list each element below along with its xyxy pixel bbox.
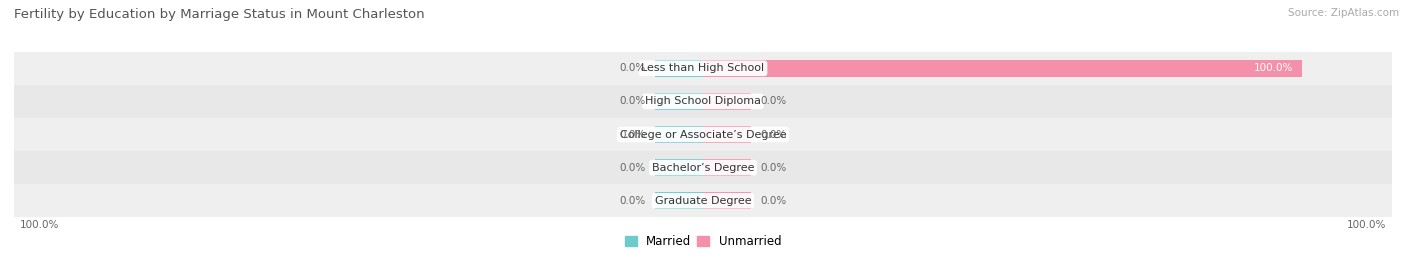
Bar bbox=[14, 151, 1392, 184]
Bar bbox=[703, 192, 751, 209]
Text: 0.0%: 0.0% bbox=[620, 162, 647, 173]
Bar bbox=[655, 126, 703, 143]
Bar bbox=[703, 93, 751, 110]
Text: Source: ZipAtlas.com: Source: ZipAtlas.com bbox=[1288, 8, 1399, 18]
Text: High School Diploma: High School Diploma bbox=[645, 96, 761, 107]
Bar bbox=[655, 159, 703, 176]
Text: Less than High School: Less than High School bbox=[641, 63, 765, 73]
Bar bbox=[655, 93, 703, 110]
Bar bbox=[703, 126, 751, 143]
Text: 0.0%: 0.0% bbox=[759, 162, 786, 173]
Bar bbox=[703, 60, 1302, 77]
Text: 0.0%: 0.0% bbox=[620, 63, 647, 73]
Bar bbox=[14, 85, 1392, 118]
Bar bbox=[14, 52, 1392, 85]
Text: College or Associate’s Degree: College or Associate’s Degree bbox=[620, 129, 786, 140]
Text: Fertility by Education by Marriage Status in Mount Charleston: Fertility by Education by Marriage Statu… bbox=[14, 8, 425, 21]
Bar bbox=[655, 60, 703, 77]
Text: 0.0%: 0.0% bbox=[620, 96, 647, 107]
Bar bbox=[655, 192, 703, 209]
Text: 100.0%: 100.0% bbox=[1347, 220, 1386, 230]
Bar bbox=[703, 159, 751, 176]
Text: 100.0%: 100.0% bbox=[20, 220, 59, 230]
Text: Graduate Degree: Graduate Degree bbox=[655, 196, 751, 206]
Text: 0.0%: 0.0% bbox=[759, 196, 786, 206]
Bar bbox=[14, 118, 1392, 151]
Text: 0.0%: 0.0% bbox=[620, 196, 647, 206]
Text: 0.0%: 0.0% bbox=[759, 96, 786, 107]
Text: Bachelor’s Degree: Bachelor’s Degree bbox=[652, 162, 754, 173]
Bar bbox=[14, 184, 1392, 217]
Text: 0.0%: 0.0% bbox=[620, 129, 647, 140]
Legend: Married, Unmarried: Married, Unmarried bbox=[620, 230, 786, 253]
Text: 100.0%: 100.0% bbox=[1254, 63, 1294, 73]
Text: 0.0%: 0.0% bbox=[759, 129, 786, 140]
